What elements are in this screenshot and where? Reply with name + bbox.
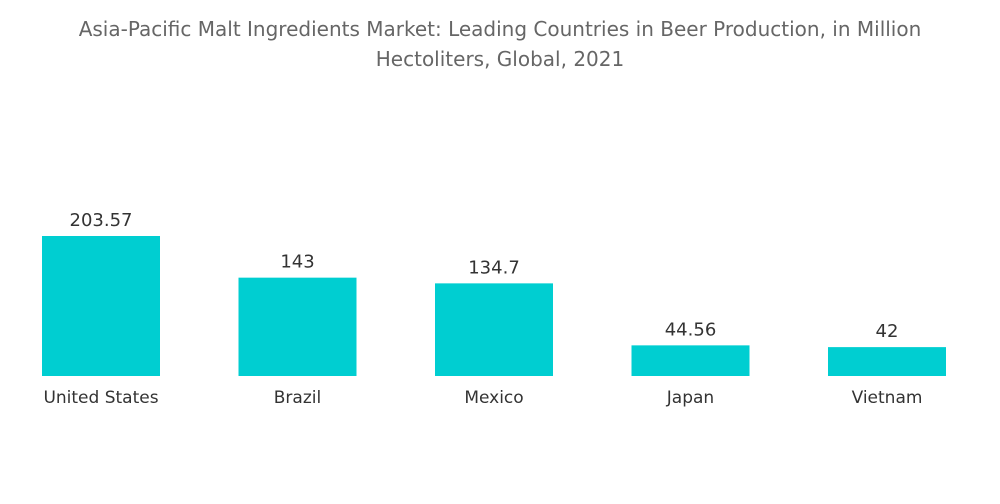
- category-label: Mexico: [464, 388, 523, 408]
- value-label: 44.56: [665, 319, 717, 340]
- category-labels-group: United States Brazil Mexico Japan Vietnam: [43, 388, 922, 408]
- value-labels-group: 203.57 143 134.7 44.56 42: [70, 210, 899, 342]
- value-label: 143: [280, 252, 314, 273]
- value-label: 134.7: [468, 257, 520, 278]
- value-label: 42: [876, 321, 899, 342]
- category-label: Japan: [666, 388, 714, 408]
- category-label: Vietnam: [852, 388, 923, 408]
- bar-mexico: [435, 283, 553, 376]
- bar-brazil: [238, 277, 357, 376]
- chart-title: Asia-Pacific Malt Ingredients Market: Le…: [78, 17, 922, 71]
- category-label: Brazil: [274, 388, 321, 408]
- bar-vietnam: [828, 347, 946, 376]
- bars-group: [42, 236, 946, 376]
- bar-japan: [631, 345, 750, 376]
- bar-united-states: [42, 236, 160, 376]
- value-label: 203.57: [70, 210, 133, 231]
- category-label: United States: [43, 388, 158, 408]
